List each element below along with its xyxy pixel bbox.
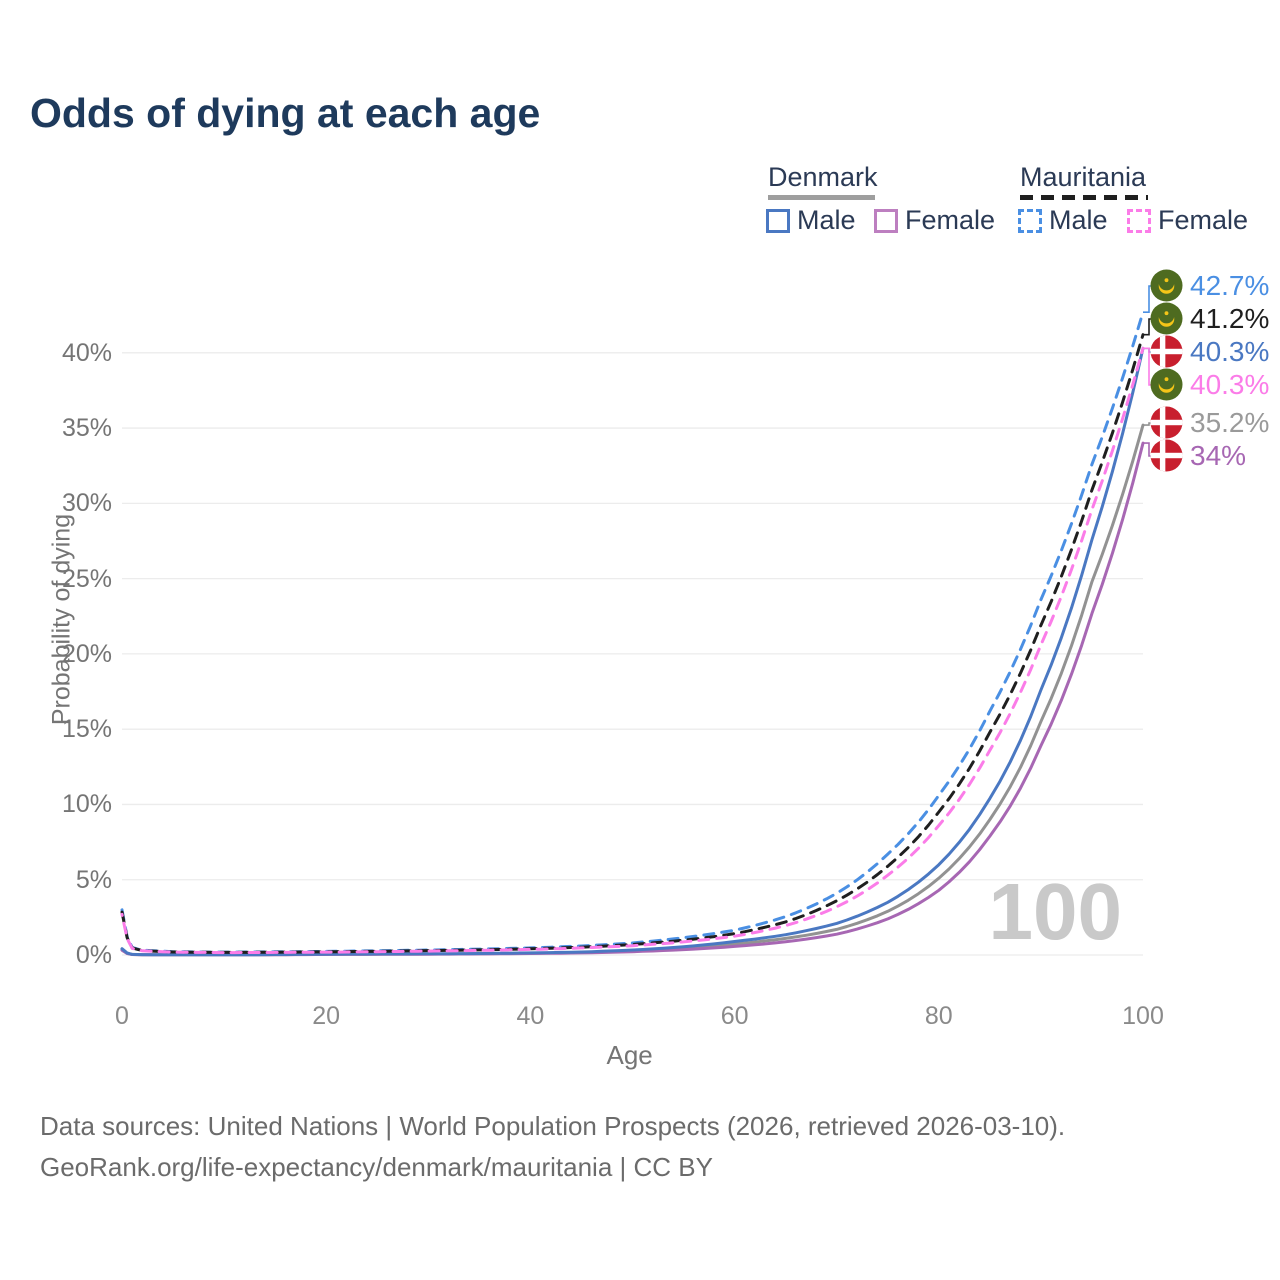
end-value-label: 42.7% xyxy=(1190,269,1270,301)
legend-denmark-line-swatch xyxy=(768,195,875,200)
end-value-label: 34% xyxy=(1190,439,1247,471)
y-tick-30%: 30% xyxy=(61,489,112,518)
series-line-denmark-male xyxy=(120,346,1145,957)
denmark-flag-icon xyxy=(1150,335,1183,368)
end-annotation-mauritania-both-sexes: 41.2% xyxy=(1150,302,1269,335)
data-source-footer: Data sources: United Nations | World Pop… xyxy=(40,1106,1065,1188)
x-tick-40: 40 xyxy=(516,1002,545,1030)
x-tick-80: 80 xyxy=(924,1002,953,1030)
end-value-label: 40.3% xyxy=(1190,368,1270,400)
mauritania-male-swatch-icon xyxy=(1018,208,1042,233)
end-value-label: 35.2% xyxy=(1190,406,1270,438)
legend-item-label: Male xyxy=(797,205,856,235)
legend-group-mauritania-label[interactable]: Mauritania xyxy=(1020,162,1147,192)
end-annotation-mauritania-female: 40.3% xyxy=(1150,368,1269,401)
legend-item-denmark-male[interactable]: Male xyxy=(766,205,856,236)
y-tick-40%: 40% xyxy=(61,338,112,367)
mauritania-flag-icon xyxy=(1150,302,1183,335)
y-tick-10%: 10% xyxy=(61,790,112,819)
end-value-label: 41.2% xyxy=(1190,302,1270,334)
legend-group-denmark-label[interactable]: Denmark xyxy=(768,162,878,192)
denmark-male-swatch-icon xyxy=(766,208,790,233)
end-annotation-denmark-both-sexes: 35.2% xyxy=(1150,406,1269,439)
legend-item-label: Female xyxy=(1158,205,1249,235)
legend-item-label: Male xyxy=(1049,205,1108,235)
page-title: Odds of dying at each age xyxy=(30,90,541,136)
x-axis-title: Age xyxy=(606,1040,653,1070)
series-line-mauritania-both-sexes xyxy=(120,333,1145,954)
mauritania-female-swatch-icon xyxy=(1127,208,1151,233)
denmark-female-swatch-icon xyxy=(874,208,898,233)
denmark-flag-icon xyxy=(1150,406,1183,439)
y-tick-5%: 5% xyxy=(75,865,112,894)
legend-item-mauritania-female[interactable]: Female xyxy=(1127,205,1248,236)
mauritania-flag-icon xyxy=(1150,368,1183,401)
legend-item-label: Female xyxy=(905,205,996,235)
y-axis-title: Probability of dying xyxy=(47,513,76,726)
y-tick-20%: 20% xyxy=(61,639,112,668)
series-line-mauritania-male xyxy=(120,310,1145,954)
legend-mauritania-line-swatch xyxy=(1020,195,1148,200)
end-value-label: 40.3% xyxy=(1190,335,1270,367)
x-tick-0: 0 xyxy=(115,1002,129,1030)
end-annotation-mauritania-male: 42.7% xyxy=(1150,269,1269,302)
legend-item-denmark-female[interactable]: Female xyxy=(874,205,995,236)
y-tick-15%: 15% xyxy=(61,715,112,744)
x-tick-20: 20 xyxy=(312,1002,341,1030)
denmark-flag-icon xyxy=(1150,439,1183,472)
footer-line-2: GeoRank.org/life-expectancy/denmark/maur… xyxy=(40,1152,713,1182)
series-line-mauritania-female xyxy=(120,346,1145,955)
x-tick-100: 100 xyxy=(1122,1002,1164,1030)
y-tick-25%: 25% xyxy=(61,564,112,593)
x-tick-60: 60 xyxy=(720,1002,749,1030)
mauritania-flag-icon xyxy=(1150,269,1183,302)
end-annotation-denmark-male: 40.3% xyxy=(1150,335,1269,368)
footer-line-1: Data sources: United Nations | World Pop… xyxy=(40,1111,1066,1141)
end-annotation-denmark-female: 34% xyxy=(1150,439,1246,472)
age-frame-watermark: 100 xyxy=(988,867,1122,956)
legend-item-mauritania-male[interactable]: Male xyxy=(1018,205,1108,236)
y-tick-0%: 0% xyxy=(75,941,112,969)
y-tick-35%: 35% xyxy=(61,414,112,443)
